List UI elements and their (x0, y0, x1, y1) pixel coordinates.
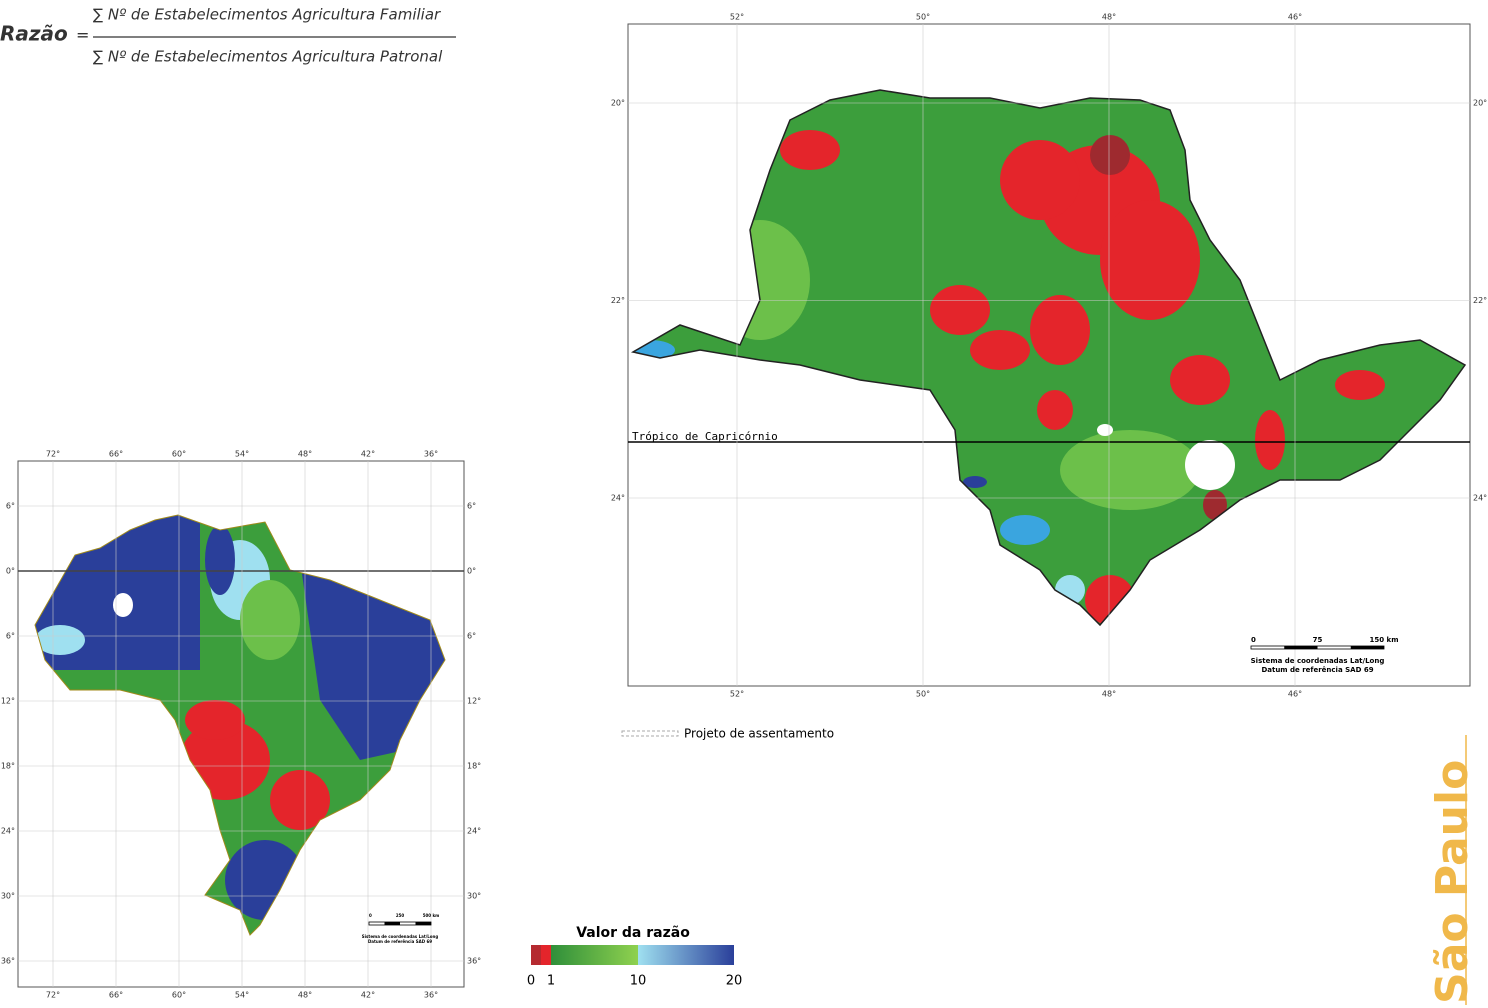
formula-lhs: Razão (0, 22, 68, 46)
side-title: São Paulo (1427, 760, 1478, 1004)
cbar-red2 (541, 945, 551, 965)
scale-bar-seg (1350, 646, 1384, 649)
lon-label: 42° (361, 991, 375, 1000)
lat-label: 0° (467, 567, 476, 576)
lat-label: 6° (467, 502, 476, 511)
lon-label: 46° (1288, 690, 1302, 699)
lon-label: 48° (298, 991, 312, 1000)
lat-label: 6° (467, 632, 476, 641)
br-frame (17, 460, 465, 988)
lat-label: 20° (611, 99, 625, 108)
lon-label: 48° (298, 450, 312, 459)
cbar-tick: 10 (630, 974, 647, 989)
lat-label: 18° (467, 762, 481, 771)
cbar-blue (638, 945, 734, 965)
settlement-label: Projeto de assentamento (684, 727, 834, 741)
lat-label: 24° (467, 827, 481, 836)
scale-tick: 75 (1313, 636, 1323, 644)
lat-label: 30° (467, 892, 481, 901)
scale-crs: Sistema de coordenadas Lat/Long (362, 934, 439, 939)
scale-tick: 250 (396, 913, 405, 918)
lat-label: 0° (6, 567, 15, 576)
cbar-tick: 1 (547, 974, 555, 989)
lon-label: 36° (424, 991, 438, 1000)
scale-bar-seg (415, 922, 431, 925)
lat-label: 18° (1, 762, 15, 771)
lon-label: 54° (235, 450, 249, 459)
formula-equals: = (76, 26, 89, 45)
lon-label: 72° (46, 450, 60, 459)
lat-label: 24° (1473, 494, 1487, 503)
lat-label: 6° (6, 502, 15, 511)
lon-label: 48° (1102, 690, 1116, 699)
lat-label: 36° (1, 957, 15, 966)
settlement-symbol (621, 730, 679, 737)
lon-label: 50° (916, 13, 930, 22)
cbar-tick: 0 (527, 974, 535, 989)
lat-label: 20° (1473, 99, 1487, 108)
formula-denominator: ∑ Nº de Estabelecimentos Agricultura Pat… (93, 48, 443, 66)
sp-frame (627, 23, 1471, 687)
lon-label: 60° (172, 450, 186, 459)
lat-label: 12° (467, 697, 481, 706)
lon-label: 46° (1288, 13, 1302, 22)
lon-label: 50° (916, 690, 930, 699)
cbar-tick: 20 (726, 974, 743, 989)
scale-datum: Datum de referência SAD 69 (1261, 666, 1373, 674)
lon-label: 52° (730, 690, 744, 699)
lat-label: 36° (467, 957, 481, 966)
scale-bar-seg (1284, 646, 1318, 649)
lon-label: 66° (109, 991, 123, 1000)
lon-label: 72° (46, 991, 60, 1000)
lat-label: 22° (1473, 296, 1487, 305)
tropic-label: Trópico de Capricórnio (632, 430, 778, 443)
scale-tick: 500 km (423, 913, 440, 918)
lon-label: 54° (235, 991, 249, 1000)
lon-label: 36° (424, 450, 438, 459)
scale-tick: 0 (1251, 636, 1256, 644)
lat-label: 24° (1, 827, 15, 836)
cbar-title: Valor da razão (576, 925, 690, 941)
lon-label: 48° (1102, 13, 1116, 22)
lon-label: 60° (172, 991, 186, 1000)
lat-label: 30° (1, 892, 15, 901)
cbar-green (551, 945, 638, 965)
scale-tick: 0 (369, 913, 372, 918)
scale-crs: Sistema de coordenadas Lat/Long (1251, 657, 1385, 665)
scale-bar-seg (384, 922, 400, 925)
formula-numerator: ∑ Nº de Estabelecimentos Agricultura Fam… (93, 6, 441, 24)
lon-label: 42° (361, 450, 375, 459)
lon-label: 66° (109, 450, 123, 459)
lat-label: 6° (6, 632, 15, 641)
lat-label: 24° (611, 494, 625, 503)
br-fill (35, 515, 445, 935)
lon-label: 52° (730, 13, 744, 22)
lat-label: 12° (1, 697, 15, 706)
sp-fill (633, 90, 1465, 625)
scale-datum: Datum de referência SAD 69 (368, 939, 432, 944)
lat-label: 22° (611, 296, 625, 305)
scale-tick: 150 km (1370, 636, 1399, 644)
